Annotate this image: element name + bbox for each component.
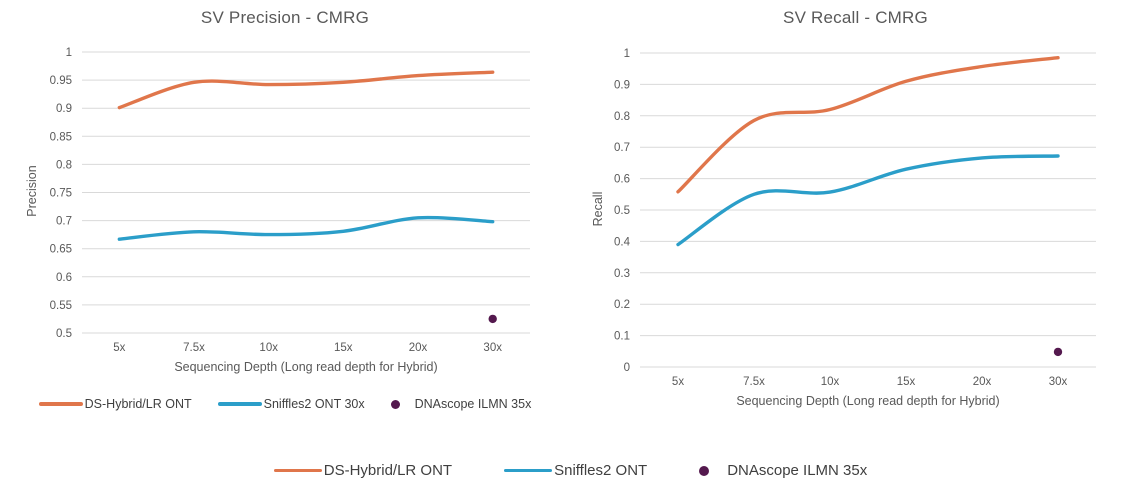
legend-label: Sniffles2 ONT bbox=[554, 462, 648, 479]
precision-y-axis-title: Precision bbox=[25, 165, 39, 217]
shared-legend: DS-Hybrid/LR ONT Sniffles2 ONT DNAscope IL… bbox=[0, 462, 1141, 479]
x-tick-label: 7.5x bbox=[743, 376, 765, 388]
x-tick-label: 30x bbox=[1049, 376, 1068, 388]
recall-y-axis-title: Recall bbox=[591, 191, 605, 227]
legend-item: DNAscope ILMN 35x bbox=[390, 397, 532, 411]
x-tick-label: 30x bbox=[483, 342, 502, 354]
legend-dot-marker bbox=[390, 399, 400, 409]
x-tick-label: 15x bbox=[334, 342, 353, 354]
legend-line-marker bbox=[217, 402, 262, 406]
x-tick-label: 10x bbox=[821, 376, 840, 388]
y-tick-label: 0 bbox=[624, 362, 630, 374]
scatter-point bbox=[1053, 347, 1063, 357]
y-tick-label: 0.9 bbox=[56, 103, 72, 115]
y-tick-label: 0.7 bbox=[614, 142, 630, 154]
y-tick-label: 0.75 bbox=[50, 188, 72, 200]
y-tick-label: 0.5 bbox=[56, 328, 72, 340]
series-line bbox=[676, 56, 1060, 194]
recall-x-axis-title: Sequencing Depth (Long read depth for Hy… bbox=[736, 394, 1000, 408]
series-line bbox=[676, 154, 1060, 247]
series-line bbox=[117, 70, 495, 110]
precision-x-axis-title: Sequencing Depth (Long read depth for Hy… bbox=[174, 360, 438, 374]
legend-label: DNAscope ILMN 35x bbox=[727, 462, 868, 479]
x-tick-label: 20x bbox=[409, 342, 428, 354]
x-tick-label: 5x bbox=[672, 376, 684, 388]
y-tick-label: 0.2 bbox=[614, 299, 630, 311]
precision-chart-title: SV Precision - CMRG bbox=[200, 8, 370, 27]
y-tick-label: 0.7 bbox=[56, 216, 72, 228]
y-tick-label: 0.85 bbox=[50, 131, 72, 143]
y-tick-label: 0.5 bbox=[614, 205, 630, 217]
legend-line-marker bbox=[38, 402, 83, 406]
y-tick-label: 0.6 bbox=[56, 272, 72, 284]
x-tick-label: 5x bbox=[113, 342, 125, 354]
recall-chart-title: SV Recall - CMRG bbox=[783, 8, 928, 27]
y-tick-label: 0.4 bbox=[614, 236, 631, 248]
legend-item: DS-Hybrid/LR ONT bbox=[38, 397, 192, 411]
x-tick-label: 7.5x bbox=[183, 342, 205, 354]
legend-item: DS-Hybrid/LR ONT bbox=[273, 462, 453, 479]
legend-dot-marker bbox=[699, 465, 710, 476]
y-tick-label: 0.65 bbox=[50, 244, 72, 256]
legend-label: DNAscope ILMN 35x bbox=[414, 397, 532, 411]
legend-line-marker bbox=[504, 468, 553, 473]
x-tick-label: 10x bbox=[259, 342, 278, 354]
y-tick-label: 0.8 bbox=[614, 111, 630, 123]
y-tick-label: 0.55 bbox=[50, 300, 72, 312]
precision-chart-legend: DS-Hybrid/LR ONT Sniffles2 ONT 30x DNAscop… bbox=[0, 397, 570, 411]
legend-item: DNAscope ILMN 35x bbox=[699, 462, 867, 479]
legend-line-marker bbox=[273, 468, 322, 473]
x-tick-label: 20x bbox=[973, 376, 992, 388]
y-tick-label: 0.9 bbox=[614, 79, 630, 91]
y-tick-label: 0.95 bbox=[50, 75, 72, 87]
legend-label: Sniffles2 ONT 30x bbox=[263, 397, 365, 411]
y-tick-label: 1 bbox=[66, 47, 72, 59]
y-tick-label: 0.1 bbox=[614, 331, 630, 343]
legend-item: Sniffles2 ONT 30x bbox=[217, 397, 365, 411]
y-tick-label: 0.8 bbox=[56, 159, 72, 171]
precision-chart: SV Precision - CMRG 0.5 0.55 0.6 0.65 0.7 0.7… bbox=[0, 0, 570, 430]
x-tick-label: 15x bbox=[897, 376, 916, 388]
y-tick-label: 0.3 bbox=[614, 268, 630, 280]
legend-label: DS-Hybrid/LR ONT bbox=[84, 397, 192, 411]
legend-item: Sniffles2 ONT bbox=[504, 462, 647, 479]
series-line bbox=[117, 215, 495, 241]
y-tick-label: 0.6 bbox=[614, 174, 630, 186]
scatter-point bbox=[488, 314, 497, 324]
recall-chart: SV Recall - CMRG 0 0.1 0.2 0.3 0.4 0.5 0.6 0.7 0… bbox=[570, 0, 1141, 430]
y-tick-label: 1 bbox=[624, 48, 630, 60]
legend-label: DS-Hybrid/LR ONT bbox=[323, 462, 453, 479]
